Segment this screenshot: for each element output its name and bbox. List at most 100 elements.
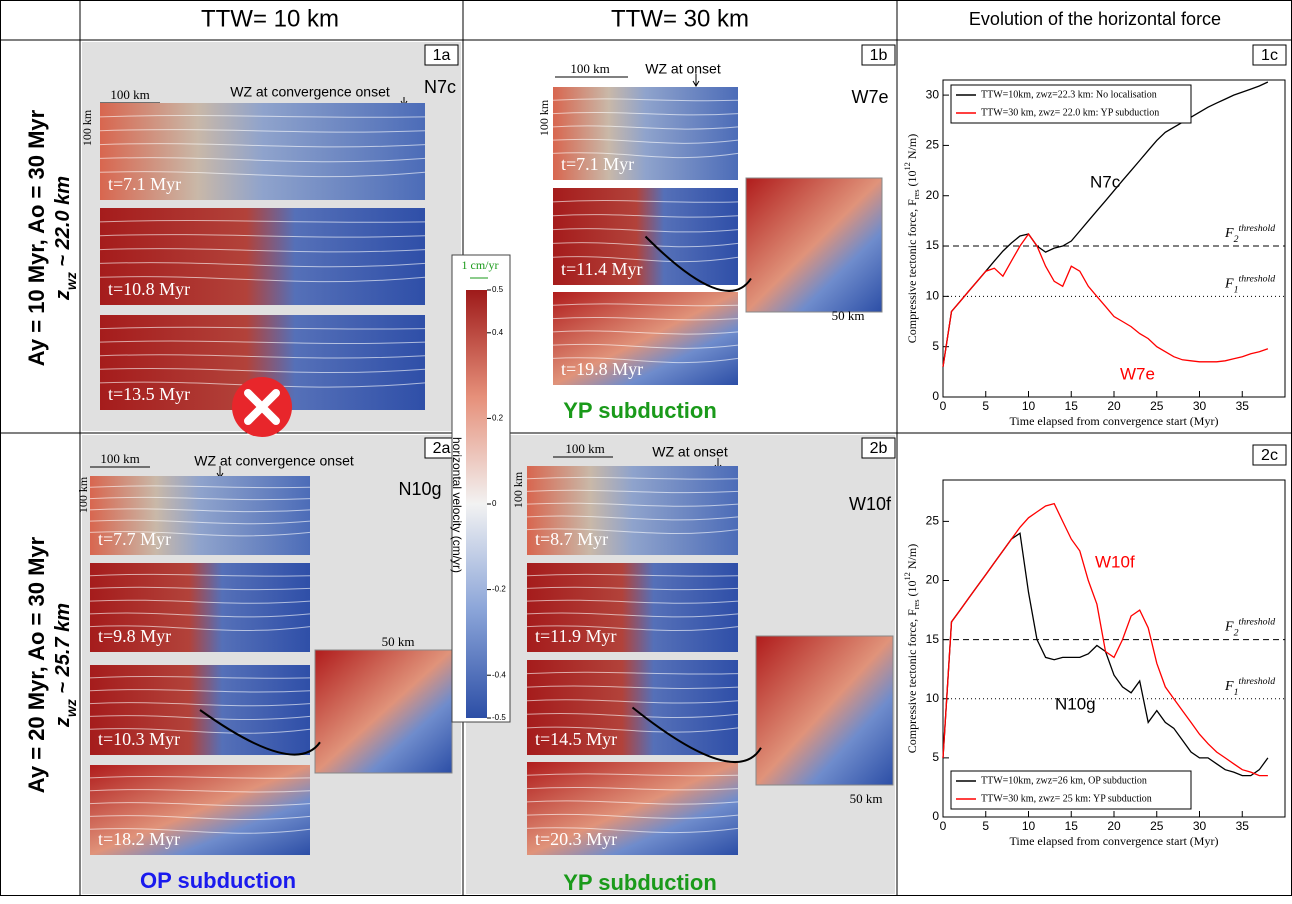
time-label: t=10.8 Myr	[108, 279, 190, 299]
threshold-label-part: threshold	[1238, 223, 1275, 234]
y-tick-label: 15	[926, 238, 940, 252]
y-axis-label: Compressive tectonic force, Fres (1012 N…	[903, 544, 921, 753]
wz-label: WZ at convergence onset	[194, 453, 354, 469]
depth-label: 100 km	[80, 109, 94, 146]
x-tick-label: 25	[1150, 819, 1164, 833]
isotherm	[526, 671, 739, 675]
header: TTW= 30 km	[611, 5, 749, 32]
time-label: t=7.7 Myr	[98, 529, 171, 549]
x-tick-label: 0	[940, 399, 947, 413]
isotherm	[99, 248, 426, 253]
y-tick-label: 25	[926, 138, 940, 152]
row-depth: zwz ~ 22.0 km	[52, 176, 78, 301]
x-tick-label: 15	[1065, 399, 1079, 413]
y-axis-label-part: Compressive tectonic force, F	[905, 199, 919, 343]
isotherm	[89, 496, 311, 501]
threshold-label-part: 2	[1234, 627, 1239, 638]
model-snapshot	[527, 563, 738, 652]
zoom-scale: 50 km	[832, 308, 865, 323]
panel-tag: 2c	[1261, 447, 1278, 464]
y-tick-label: 20	[926, 188, 940, 202]
isotherm	[552, 256, 739, 263]
zoom-snapshot	[755, 635, 894, 786]
isotherm	[99, 114, 426, 118]
threshold-label-part: F	[1224, 679, 1234, 694]
isotherm	[526, 489, 739, 494]
isotherm	[89, 702, 311, 707]
y-tick-label: 5	[932, 339, 939, 353]
isotherm	[89, 586, 311, 591]
isotherm	[526, 813, 739, 819]
time-label: t=19.8 Myr	[561, 359, 643, 379]
model-snapshot	[553, 87, 738, 180]
time-label: t=8.7 Myr	[535, 529, 608, 549]
wz-arrow	[692, 74, 700, 87]
isotherm	[552, 316, 739, 321]
x-tick-label: 30	[1193, 399, 1207, 413]
isotherm	[526, 476, 739, 480]
isotherm	[552, 343, 739, 349]
time-label: t=14.5 Myr	[535, 729, 617, 749]
panel-tag: 1c	[1261, 47, 1278, 64]
x-tick-label: 25	[1150, 399, 1164, 413]
isotherm	[99, 171, 426, 178]
model-snapshot	[527, 466, 738, 555]
depth-label: 100 km	[537, 99, 551, 136]
isotherm	[89, 828, 311, 834]
data-line	[942, 232, 1269, 367]
isotherm	[526, 586, 739, 591]
panel-tag: 1b	[870, 47, 888, 64]
y-axis-label-part: 12	[903, 162, 912, 170]
wz-label: WZ at onset	[645, 61, 721, 77]
y-axis-label-part: 12	[903, 572, 912, 580]
threshold-label: F1threshold	[1224, 676, 1275, 698]
model-snapshot	[90, 765, 310, 855]
model-snapshot	[90, 563, 310, 652]
isotherm	[552, 357, 739, 364]
scale-label: 100 km	[100, 451, 139, 466]
model-snapshot	[100, 208, 425, 305]
wz-label: WZ at onset	[652, 444, 728, 460]
isotherm	[526, 713, 739, 719]
y-tick-label: 20	[926, 573, 940, 587]
failure-icon	[232, 377, 292, 437]
isotherm	[99, 340, 426, 345]
outcome: YP subduction	[563, 870, 717, 895]
legend	[950, 84, 1192, 124]
isotherm	[526, 726, 739, 733]
threshold-label-part: 2	[1234, 234, 1239, 245]
threshold-label-part: F	[1224, 620, 1234, 635]
x-tick-label: 30	[1193, 819, 1207, 833]
isotherm	[89, 689, 311, 693]
panel-tag-box	[424, 44, 459, 66]
isotherm	[552, 214, 739, 218]
panel-tag-box	[1252, 444, 1287, 466]
time-label: t=13.5 Myr	[108, 384, 190, 404]
panel-tag-box	[1252, 44, 1287, 66]
isotherm	[526, 573, 739, 577]
colorbar-tick-label: 0.5	[492, 285, 504, 294]
colorbar-arrow-label: 1 cm/yr	[462, 258, 499, 272]
scale-label: 100 km	[565, 441, 604, 456]
isotherm	[89, 485, 311, 489]
depth-label: 100 km	[76, 476, 90, 513]
threshold-label-part: F	[1224, 226, 1234, 241]
isotherm	[526, 528, 739, 535]
scale-label: 100 km	[570, 61, 609, 76]
isotherm	[89, 715, 311, 720]
isotherm	[526, 612, 739, 618]
zoom-scale: 50 km	[850, 791, 883, 806]
isotherm	[552, 152, 739, 159]
row-depth-part: ~ 22.0 km	[52, 176, 74, 272]
isotherm	[99, 262, 426, 268]
panel-tag-box	[861, 44, 896, 66]
y-tick-label: 15	[926, 632, 940, 646]
isotherm	[99, 157, 426, 163]
isotherm	[552, 228, 739, 233]
y-tick-label: 5	[932, 750, 939, 764]
outcome: OP subduction	[140, 868, 296, 893]
row-depth-part: z	[52, 717, 74, 728]
isotherm	[526, 685, 739, 689]
y-tick-label: 0	[932, 809, 939, 823]
isotherm	[89, 815, 311, 820]
